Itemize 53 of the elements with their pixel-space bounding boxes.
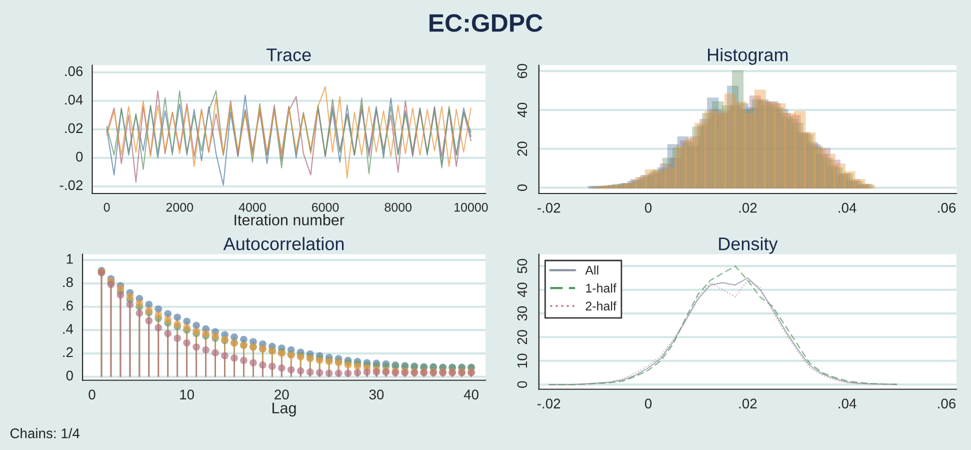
y-tick-label: 60 [517, 64, 528, 78]
x-tick-label: 40 [464, 390, 478, 400]
x-tick-label: .06 [938, 398, 956, 408]
chart-title: Trace [266, 48, 311, 62]
y-tick-label: 10 [517, 354, 528, 368]
x-tick-label: 0 [644, 398, 652, 408]
x-tick-label: 10 [180, 390, 194, 400]
y-tick-label: .4 [63, 324, 74, 334]
x-tick-label: 4000 [238, 202, 266, 212]
x-tick-label: 20 [274, 390, 289, 400]
y-tick-label: .8 [63, 277, 73, 288]
x-tick-label: .06 [938, 202, 956, 213]
x-axis-title: Iteration number [234, 214, 344, 226]
x-tick-label: 2000 [166, 202, 194, 212]
legend-label: 2-half [586, 301, 616, 310]
x-tick-label: 0 [104, 202, 110, 212]
text: EC:GDPC [430, 14, 542, 32]
y-tick-label: 20 [517, 142, 528, 156]
y-tick-label: 0 [517, 381, 528, 388]
x-tick-label: 30 [369, 390, 384, 400]
y-tick-label: 50 [517, 258, 528, 274]
chart-title: Autocorrelation [223, 237, 344, 250]
x-tick-label: -.02 [537, 398, 560, 408]
y-tick-label: 1 [66, 254, 73, 264]
y-tick-label: .6 [63, 300, 73, 310]
y-tick-label: .2 [63, 347, 73, 358]
y-tick-label: .06 [65, 66, 83, 76]
y-tick-label: -.02 [60, 180, 83, 190]
x-tick-label: -.02 [537, 202, 560, 213]
y-tick-label: 0 [76, 152, 83, 162]
y-tick-label: 20 [517, 330, 528, 344]
legend-label: 1-half [586, 283, 616, 293]
y-tick-label: 30 [517, 306, 528, 321]
y-tick-label: 0 [517, 184, 528, 191]
y-tick-label: 40 [517, 102, 528, 118]
x-tick-label: 8000 [384, 202, 412, 212]
y-tick-label: 0 [66, 370, 73, 380]
x-axis-title: Lag [272, 402, 296, 416]
x-tick-label: 10000 [454, 202, 488, 212]
y-tick-label: .04 [65, 94, 83, 105]
x-tick-label: .02 [739, 398, 757, 408]
y-tick-label: 40 [517, 282, 528, 298]
legend-label: All [585, 266, 598, 275]
text: Chains: 1/4 [10, 428, 80, 438]
x-tick-label: 0 [644, 202, 652, 213]
x-tick-label: 0 [88, 390, 96, 400]
y-tick-label: .02 [65, 123, 83, 134]
x-tick-label: .02 [739, 202, 757, 213]
x-tick-label: 6000 [312, 202, 339, 212]
chart-title: Histogram [708, 48, 788, 65]
x-tick-label: .04 [838, 202, 856, 213]
chart-title: Density [719, 237, 778, 254]
x-tick-label: .04 [838, 398, 856, 408]
